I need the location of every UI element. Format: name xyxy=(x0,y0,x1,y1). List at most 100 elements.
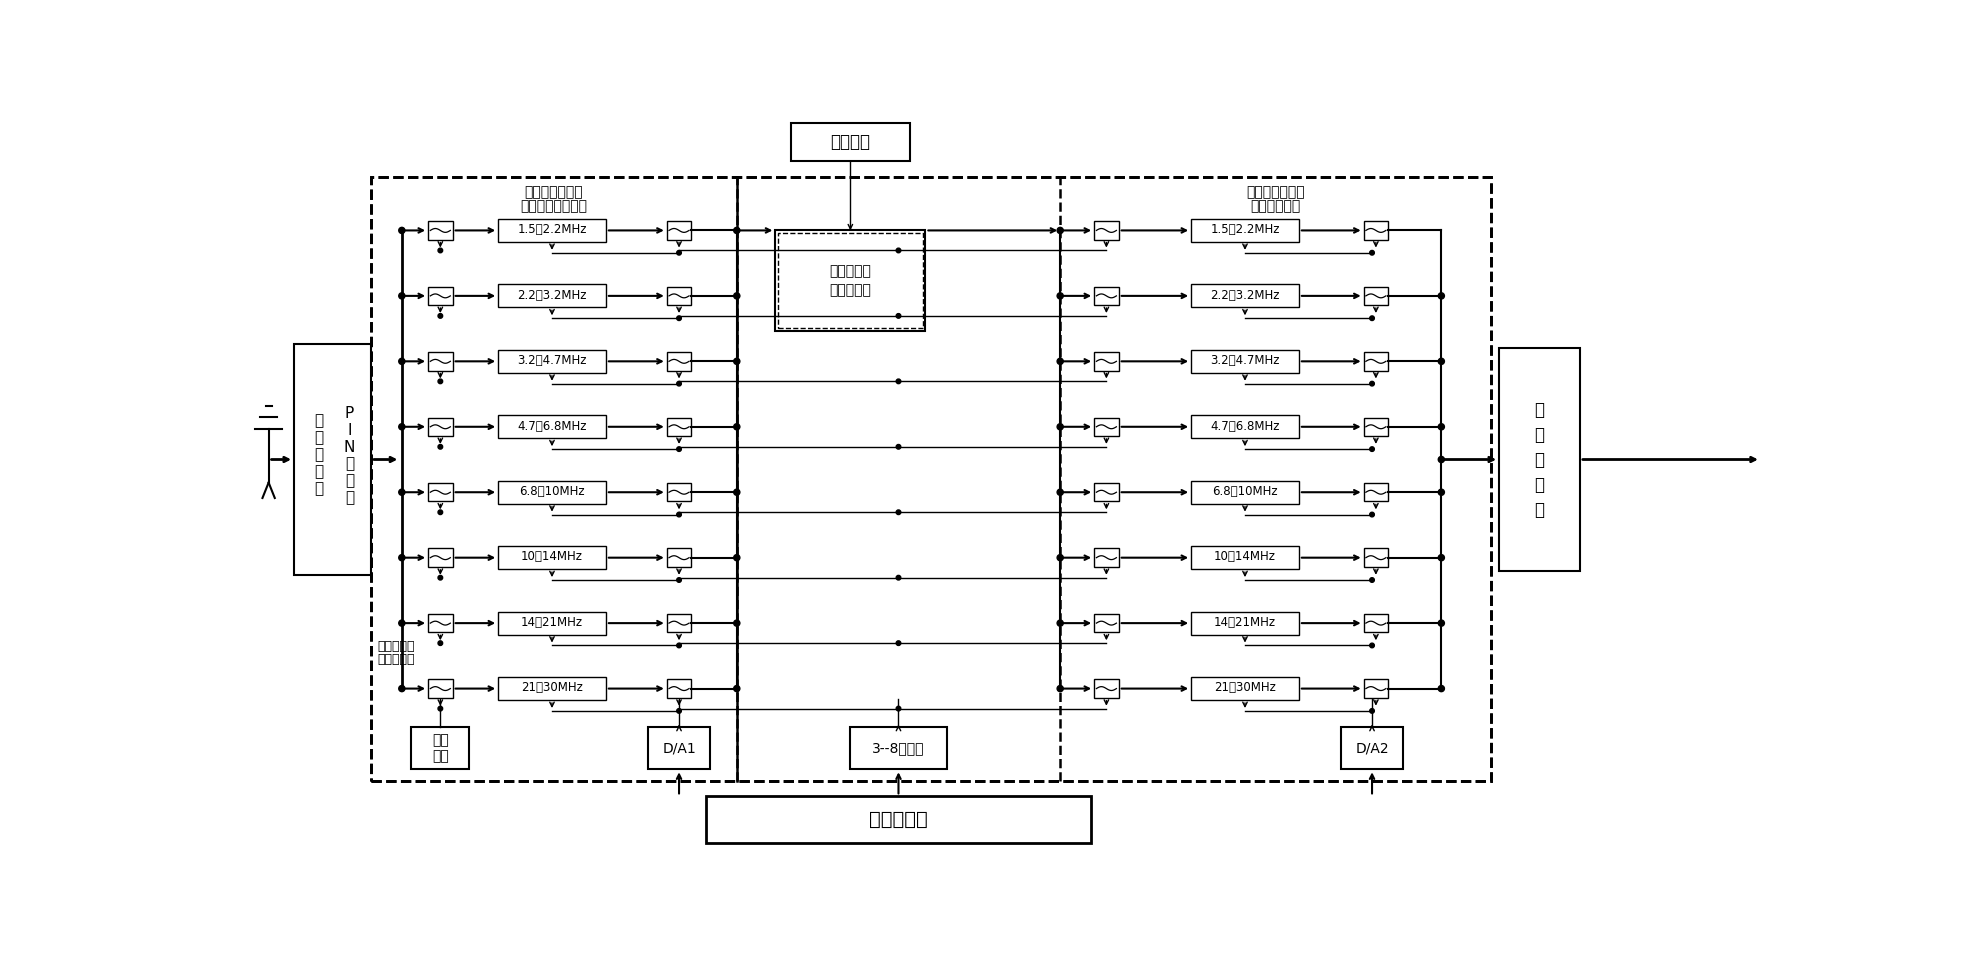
Text: D/A1: D/A1 xyxy=(661,742,696,755)
Circle shape xyxy=(677,316,681,320)
Circle shape xyxy=(1438,424,1444,430)
Circle shape xyxy=(896,575,900,580)
Circle shape xyxy=(1438,359,1444,364)
Bar xyxy=(667,286,691,305)
Text: 21～30MHz: 21～30MHz xyxy=(1213,681,1275,695)
Bar xyxy=(706,796,1091,842)
Circle shape xyxy=(438,314,442,319)
Text: 前端保护与: 前端保护与 xyxy=(377,640,414,653)
Bar xyxy=(1190,219,1298,242)
Circle shape xyxy=(677,708,681,713)
Bar xyxy=(1093,679,1119,698)
Circle shape xyxy=(438,510,442,515)
Circle shape xyxy=(399,293,404,299)
Circle shape xyxy=(1058,293,1063,299)
Circle shape xyxy=(1369,577,1373,582)
Bar xyxy=(497,481,606,504)
Bar xyxy=(428,483,452,501)
Bar xyxy=(775,231,925,330)
Circle shape xyxy=(734,293,740,299)
Bar xyxy=(1093,483,1119,501)
Circle shape xyxy=(734,359,740,364)
Bar xyxy=(1093,286,1119,305)
Circle shape xyxy=(1058,489,1063,495)
Circle shape xyxy=(1369,708,1373,713)
Circle shape xyxy=(399,620,404,626)
Circle shape xyxy=(1058,686,1063,692)
Circle shape xyxy=(1438,456,1444,462)
Bar xyxy=(428,679,452,698)
Circle shape xyxy=(1058,555,1063,561)
Bar xyxy=(428,352,452,370)
Bar xyxy=(667,221,691,239)
Circle shape xyxy=(1438,620,1444,626)
Bar xyxy=(1190,612,1298,635)
Circle shape xyxy=(734,555,740,561)
Text: 1.5～2.2MHz: 1.5～2.2MHz xyxy=(1209,223,1279,236)
Bar xyxy=(497,284,606,308)
Text: 6.8～10MHz: 6.8～10MHz xyxy=(1211,485,1277,498)
Text: 3.2～4.7MHz: 3.2～4.7MHz xyxy=(517,354,586,367)
Text: 预选: 预选 xyxy=(432,734,448,747)
Bar xyxy=(1340,727,1403,770)
Bar xyxy=(1190,677,1298,701)
Bar xyxy=(1498,348,1578,572)
Circle shape xyxy=(1438,489,1444,495)
Bar xyxy=(428,286,452,305)
Circle shape xyxy=(399,555,404,561)
Bar xyxy=(428,221,452,239)
Bar xyxy=(371,177,1492,781)
Circle shape xyxy=(1369,316,1373,320)
Circle shape xyxy=(1058,424,1063,430)
Bar xyxy=(791,123,910,161)
Circle shape xyxy=(734,489,740,495)
Text: 4.7～6.8MHz: 4.7～6.8MHz xyxy=(517,419,586,433)
Text: 1.5～2.2MHz: 1.5～2.2MHz xyxy=(517,223,586,236)
Text: 14～21MHz: 14～21MHz xyxy=(1213,616,1275,629)
Text: 调: 调 xyxy=(314,431,324,446)
Circle shape xyxy=(1438,293,1444,299)
Circle shape xyxy=(677,512,681,517)
Bar xyxy=(1363,483,1387,501)
Bar xyxy=(647,727,710,770)
Bar xyxy=(667,548,691,567)
Circle shape xyxy=(1369,446,1373,451)
Bar xyxy=(1093,352,1119,370)
Text: 2.2～3.2MHz: 2.2～3.2MHz xyxy=(517,288,586,302)
Text: I: I xyxy=(347,423,351,438)
Text: 6.8～10MHz: 6.8～10MHz xyxy=(519,485,584,498)
Text: 14～21MHz: 14～21MHz xyxy=(521,616,582,629)
Circle shape xyxy=(677,446,681,451)
Circle shape xyxy=(1058,228,1063,234)
Circle shape xyxy=(734,424,740,430)
Bar xyxy=(371,177,1492,781)
Bar xyxy=(497,219,606,242)
Bar xyxy=(1190,481,1298,504)
Text: 器: 器 xyxy=(314,482,324,496)
Bar xyxy=(1093,221,1119,239)
Circle shape xyxy=(1369,512,1373,517)
Circle shape xyxy=(1058,359,1063,364)
Bar xyxy=(497,350,606,373)
Text: 电: 电 xyxy=(314,413,324,429)
Circle shape xyxy=(1369,250,1373,255)
Circle shape xyxy=(896,445,900,449)
Circle shape xyxy=(734,686,740,692)
Bar xyxy=(1190,546,1298,570)
Circle shape xyxy=(677,250,681,255)
Bar xyxy=(428,417,452,436)
Bar xyxy=(667,417,691,436)
Bar xyxy=(497,612,606,635)
Circle shape xyxy=(399,489,404,495)
Bar xyxy=(428,548,452,567)
Text: 极: 极 xyxy=(345,474,353,488)
Bar xyxy=(1363,614,1387,632)
Circle shape xyxy=(1058,620,1063,626)
Circle shape xyxy=(896,706,900,711)
Text: 管: 管 xyxy=(345,490,353,505)
Text: 2.2～3.2MHz: 2.2～3.2MHz xyxy=(1209,288,1279,302)
Bar xyxy=(1363,352,1387,370)
Circle shape xyxy=(399,359,404,364)
Bar xyxy=(1093,548,1119,567)
Text: D/A2: D/A2 xyxy=(1355,742,1389,755)
